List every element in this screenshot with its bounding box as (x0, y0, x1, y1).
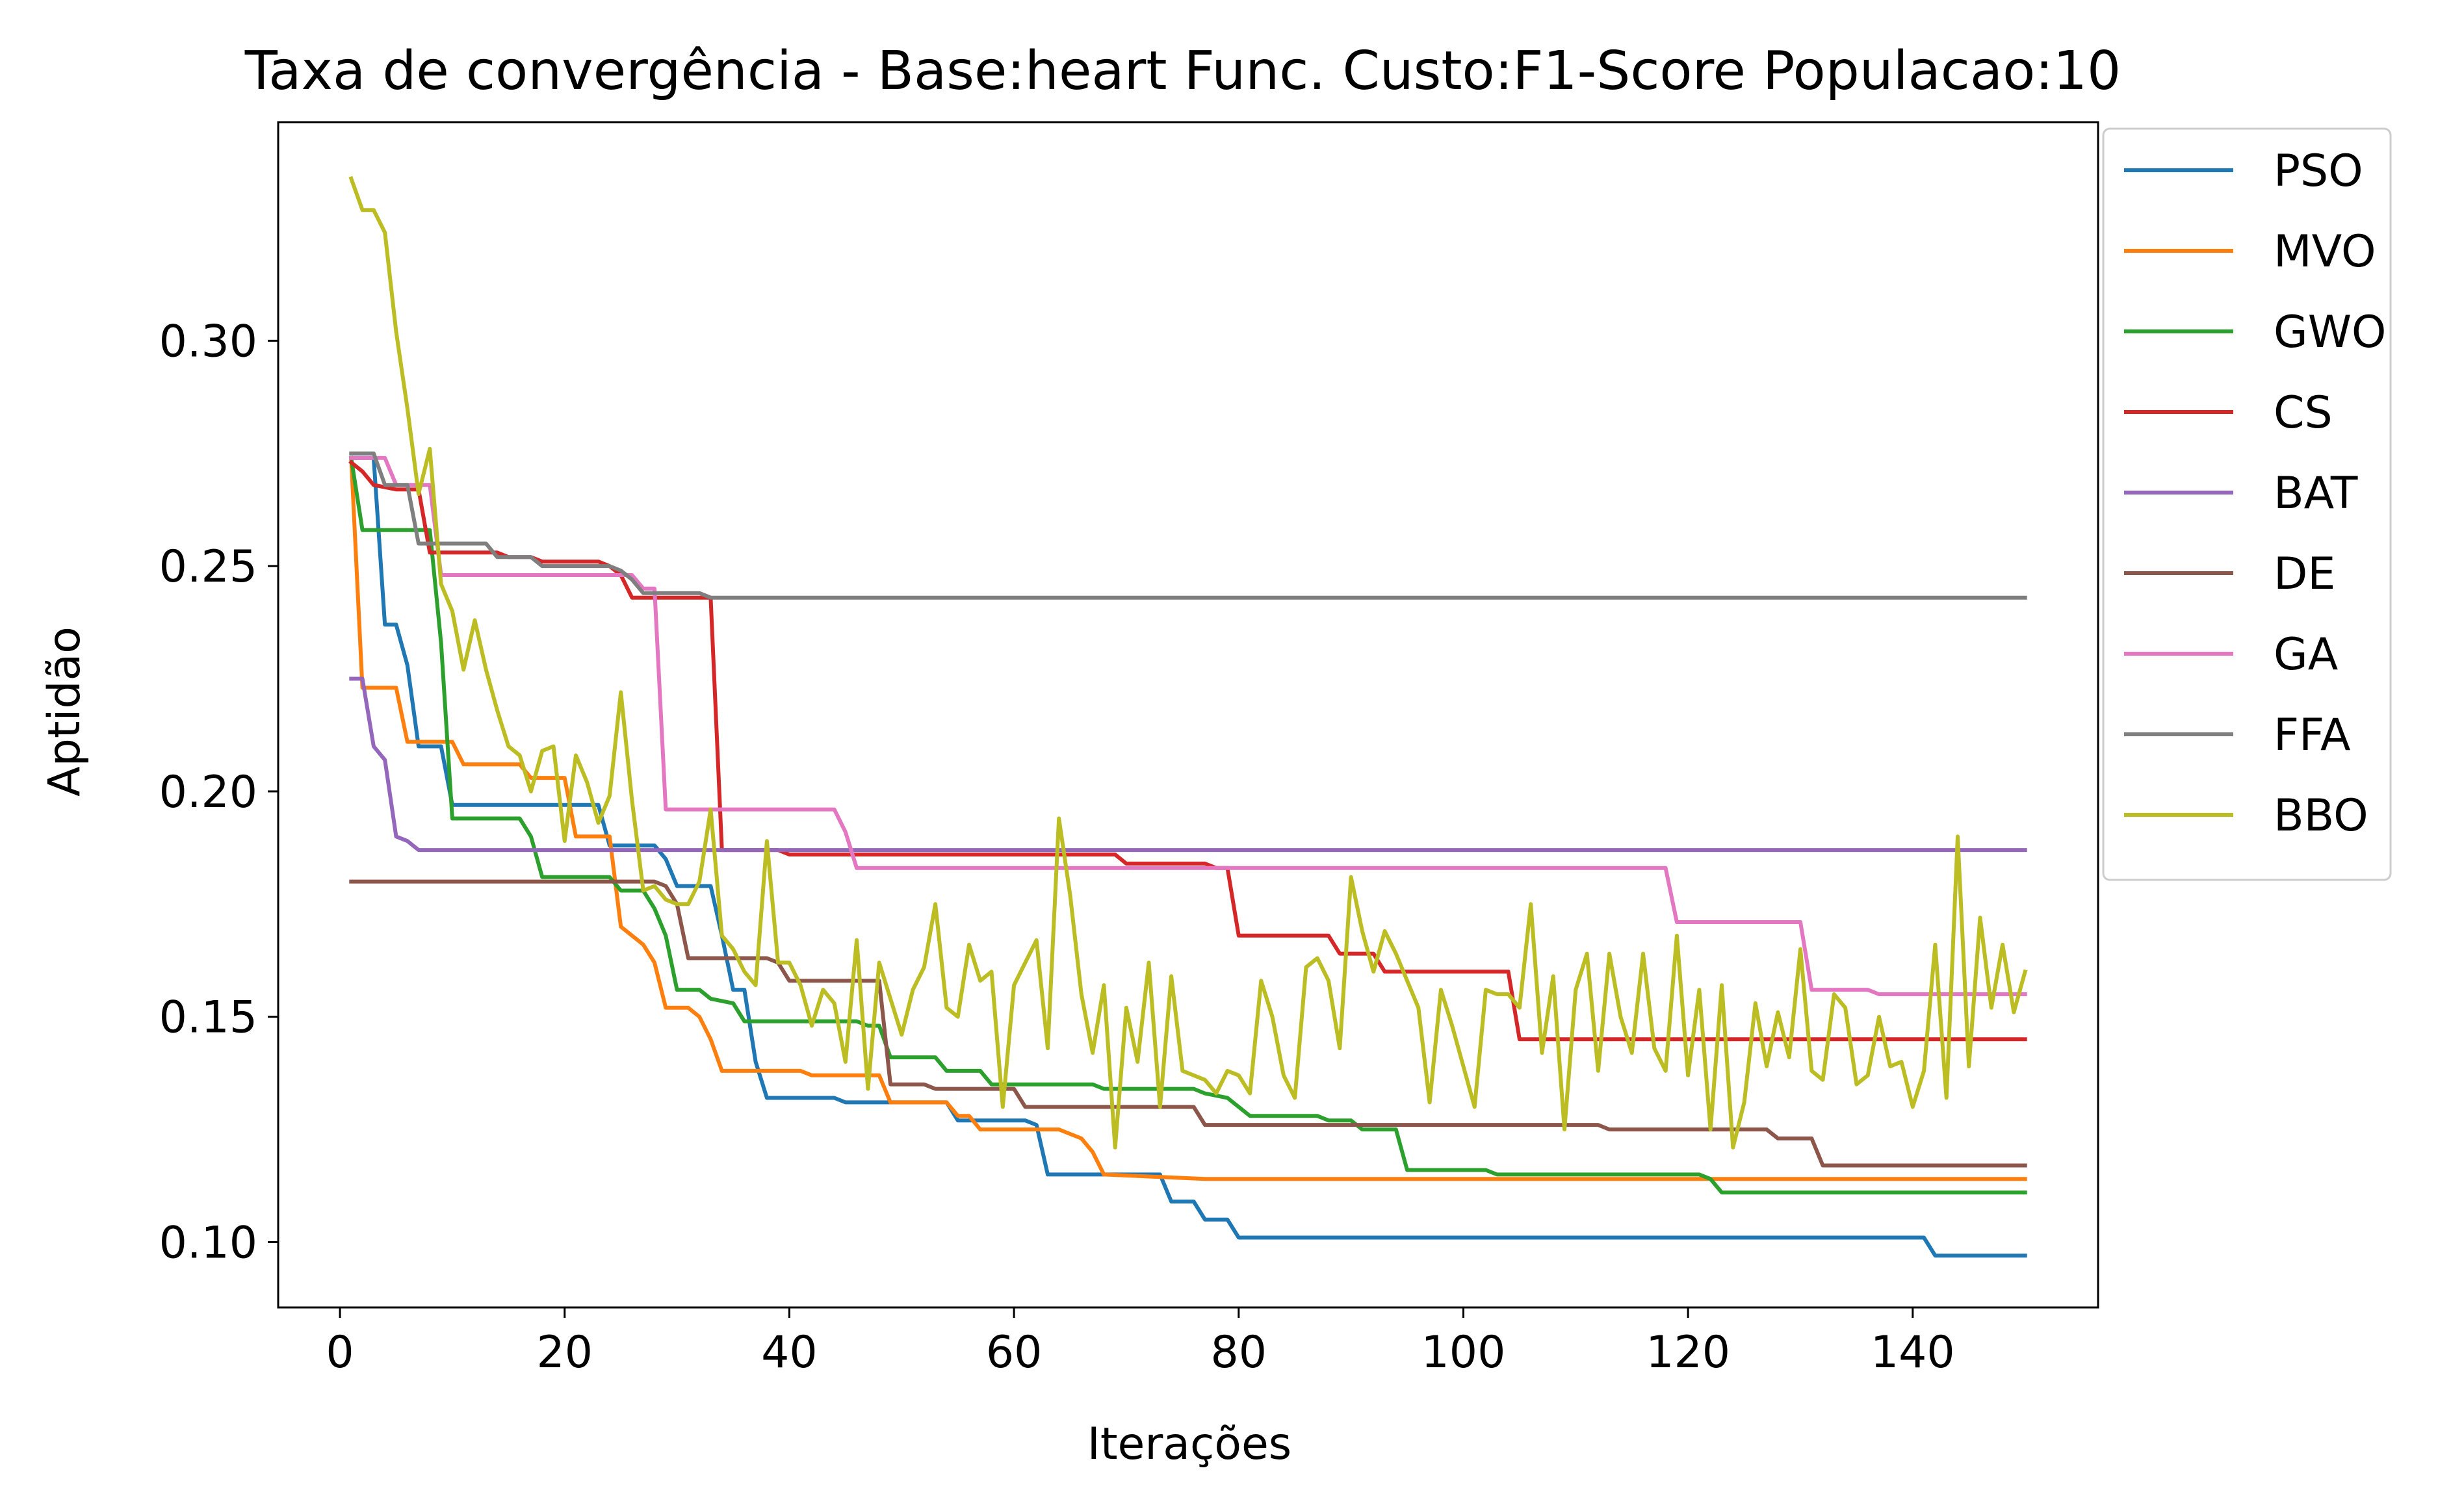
x-tick-label: 40 (761, 1327, 818, 1378)
y-tick-label: 0.25 (159, 541, 257, 593)
legend-label-bbo: BBO (2274, 790, 2368, 842)
chart-title: Taxa de convergência - Base:heart Func. … (244, 40, 2121, 102)
series-line-bbo (348, 175, 2028, 1150)
legend-label-pso: PSO (2274, 146, 2363, 197)
series-line-pso (349, 456, 2027, 1258)
series-line-de (349, 879, 2027, 1168)
x-axis-label: Iterações (1087, 1419, 1291, 1470)
x-tick-label: 80 (1211, 1327, 1267, 1378)
y-tick-label: 0.20 (159, 767, 257, 818)
series-layer (348, 175, 2028, 1258)
series-line-ffa (349, 451, 2027, 600)
y-tick-label: 0.15 (159, 992, 257, 1044)
series-line-gwo (348, 456, 2027, 1195)
series-line-bat (349, 676, 2027, 853)
axes-layer: 0 20 40 60 80 100 120 140 0.10 0.15 0.20 0.25 0.30 (159, 121, 2099, 1378)
x-tick-label: 120 (1646, 1327, 1730, 1378)
y-axis-label: Aptidão (39, 626, 90, 797)
y-tick-label: 0.30 (159, 316, 257, 367)
x-tick-label: 140 (1871, 1327, 1955, 1378)
legend-box (2102, 127, 2392, 881)
x-tick-label: 60 (986, 1327, 1043, 1378)
legend-label-cs: CS (2274, 387, 2333, 439)
legend-label-ga: GA (2274, 629, 2338, 680)
legend-label-ffa: FFA (2274, 710, 2351, 761)
legend-label-de: DE (2274, 548, 2335, 600)
x-tick-label: 0 (326, 1327, 354, 1378)
y-tick-label: 0.10 (159, 1217, 257, 1268)
x-tick-label: 20 (536, 1327, 593, 1378)
legend: PSO MVO GWO CS BAT DE GA FFA BBO (2102, 127, 2392, 881)
series-line-ga (349, 456, 2027, 996)
legend-label-gwo: GWO (2274, 307, 2386, 358)
plot-frame (277, 121, 2099, 1309)
legend-label-bat: BAT (2274, 468, 2358, 519)
x-tick-label: 100 (1421, 1327, 1506, 1378)
legend-label-mvo: MVO (2274, 226, 2376, 277)
series-line-mvo (349, 456, 2027, 1181)
